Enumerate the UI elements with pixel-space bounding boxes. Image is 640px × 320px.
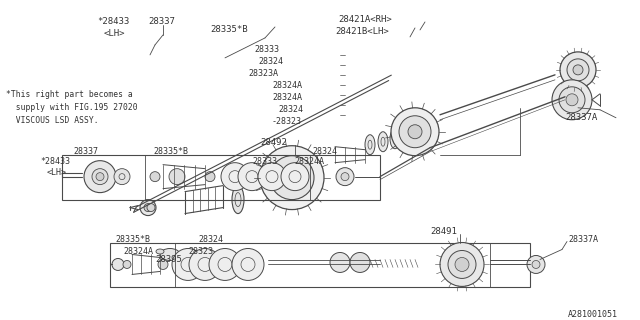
Circle shape	[232, 249, 264, 280]
Text: 28337A: 28337A	[568, 235, 598, 244]
Circle shape	[288, 174, 296, 182]
Text: *28433: *28433	[97, 18, 129, 27]
Circle shape	[282, 168, 302, 188]
Circle shape	[559, 87, 585, 113]
Ellipse shape	[378, 132, 388, 152]
Text: 28491: 28491	[430, 227, 457, 236]
Text: 28324: 28324	[258, 57, 283, 66]
Circle shape	[448, 251, 476, 278]
Circle shape	[560, 52, 596, 88]
Circle shape	[408, 125, 422, 139]
Text: 28323: 28323	[188, 247, 213, 256]
Ellipse shape	[232, 186, 244, 213]
Circle shape	[566, 94, 578, 106]
Ellipse shape	[156, 249, 164, 254]
Circle shape	[552, 80, 592, 120]
Text: *28433: *28433	[40, 157, 70, 166]
Text: -28323: -28323	[272, 117, 302, 126]
Circle shape	[147, 204, 155, 212]
Text: 28324: 28324	[312, 147, 337, 156]
Circle shape	[169, 169, 185, 185]
Circle shape	[114, 169, 130, 185]
Text: 28323A: 28323A	[248, 69, 278, 78]
Text: 28395: 28395	[155, 255, 182, 264]
Circle shape	[189, 249, 221, 280]
Bar	[62, 155, 380, 200]
Circle shape	[573, 65, 583, 75]
Circle shape	[336, 168, 354, 186]
Text: A281001051: A281001051	[568, 310, 618, 319]
Text: 28333: 28333	[252, 157, 277, 166]
Circle shape	[238, 163, 266, 191]
Text: 28335*B: 28335*B	[115, 235, 150, 244]
Circle shape	[399, 116, 431, 148]
Circle shape	[341, 173, 349, 180]
Circle shape	[172, 249, 204, 280]
Text: 28333: 28333	[254, 45, 279, 54]
Circle shape	[140, 200, 156, 216]
Text: 28337: 28337	[148, 18, 175, 27]
Circle shape	[532, 260, 540, 268]
Circle shape	[281, 163, 309, 191]
Circle shape	[527, 255, 545, 274]
Circle shape	[112, 259, 124, 270]
Text: <LH>: <LH>	[47, 168, 67, 177]
Circle shape	[92, 169, 108, 185]
Text: 28335*B: 28335*B	[210, 25, 248, 35]
Text: 28492: 28492	[260, 138, 287, 147]
Circle shape	[221, 163, 249, 191]
Circle shape	[158, 260, 168, 269]
Text: *This right part becomes a
  supply with FIG.195 27020
  VISCOUS LSD ASSY.: *This right part becomes a supply with F…	[6, 90, 138, 125]
Text: 28335*B: 28335*B	[153, 147, 188, 156]
Circle shape	[209, 249, 241, 280]
Text: 28324: 28324	[278, 105, 303, 114]
Ellipse shape	[390, 129, 400, 149]
Text: 28421A<RH>: 28421A<RH>	[338, 15, 392, 24]
Circle shape	[270, 156, 314, 200]
Circle shape	[350, 252, 370, 272]
Circle shape	[330, 252, 350, 272]
Text: 28324A: 28324A	[123, 247, 153, 256]
Text: 28324: 28324	[198, 235, 223, 244]
Circle shape	[84, 161, 116, 193]
Bar	[110, 243, 530, 287]
Circle shape	[440, 243, 484, 286]
Circle shape	[150, 172, 160, 182]
Circle shape	[567, 59, 589, 81]
Circle shape	[205, 172, 215, 182]
Text: 28337: 28337	[73, 147, 98, 156]
Circle shape	[455, 258, 469, 271]
Circle shape	[391, 108, 439, 156]
Text: 28324A: 28324A	[272, 81, 302, 90]
Circle shape	[123, 260, 131, 268]
Text: 28421B<LH>: 28421B<LH>	[335, 28, 388, 36]
Ellipse shape	[365, 135, 375, 155]
Circle shape	[144, 204, 152, 212]
Ellipse shape	[160, 249, 180, 260]
Text: <LH>: <LH>	[104, 29, 125, 38]
Circle shape	[260, 146, 324, 210]
Text: 28324A: 28324A	[294, 157, 324, 166]
Text: 28337A: 28337A	[565, 113, 597, 122]
Circle shape	[96, 173, 104, 180]
Circle shape	[258, 163, 286, 191]
Text: 28324A: 28324A	[272, 93, 302, 102]
